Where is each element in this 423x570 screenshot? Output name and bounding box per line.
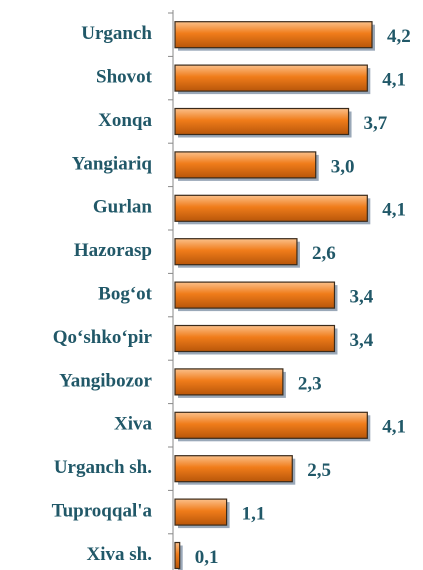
bar	[174, 455, 293, 483]
category-label: Yangibozor	[59, 370, 152, 391]
bar	[174, 64, 368, 92]
category-label: Tuproqqal'a	[52, 500, 153, 521]
value-label: 4,1	[382, 417, 406, 438]
bar	[174, 281, 336, 309]
value-label: 2,6	[312, 243, 336, 264]
category-label: Xonqa	[98, 110, 152, 131]
category-label: Urganch	[81, 23, 152, 44]
category-label: Xiva sh.	[87, 544, 152, 565]
bar	[174, 21, 373, 49]
bar	[174, 107, 350, 136]
value-label: 3,4	[349, 286, 373, 307]
value-label: 3,7	[364, 113, 388, 134]
category-label: Urganch sh.	[54, 457, 152, 478]
value-label: 3,0	[331, 156, 355, 177]
category-label: Bog‘ot	[98, 283, 153, 304]
value-label: 2,3	[298, 373, 322, 394]
bar	[174, 368, 284, 396]
value-label: 4,2	[387, 26, 411, 47]
bar	[174, 238, 298, 266]
value-label: 2,5	[307, 460, 331, 481]
category-label: Qo‘shko‘pir	[53, 327, 153, 348]
category-label: Hazorasp	[74, 240, 152, 261]
value-label: 3,4	[349, 330, 373, 351]
value-label: 4,1	[382, 200, 406, 221]
category-label: Yangiariq	[72, 153, 153, 174]
bar	[174, 324, 336, 353]
value-label: 4,1	[382, 69, 406, 90]
bar	[174, 498, 228, 526]
category-label: Shovot	[96, 66, 153, 87]
bar-shadow	[178, 545, 183, 570]
value-label: 0,1	[195, 547, 219, 568]
category-label: Xiva	[114, 414, 153, 435]
value-label: 1,1	[242, 503, 266, 524]
category-label: Gurlan	[93, 197, 153, 218]
bar	[174, 411, 368, 439]
bar	[174, 151, 317, 179]
bar	[174, 194, 368, 222]
bar	[174, 541, 181, 570]
